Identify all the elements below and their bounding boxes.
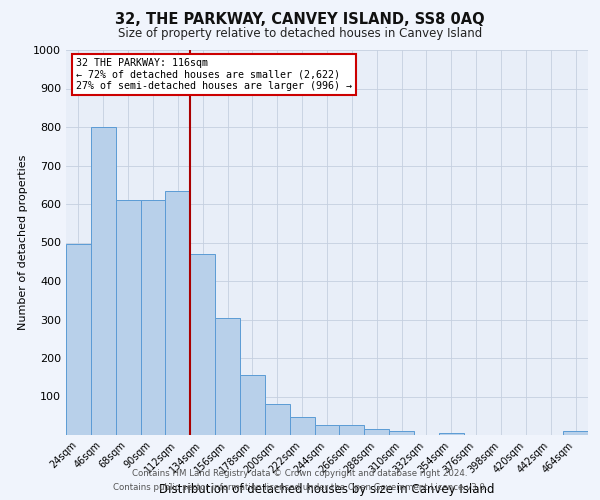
Bar: [66, 244, 91, 435]
Bar: [439, 433, 464, 435]
X-axis label: Distribution of detached houses by size in Canvey Island: Distribution of detached houses by size …: [159, 483, 495, 496]
Bar: [240, 376, 265, 435]
Bar: [290, 417, 314, 435]
Bar: [265, 404, 290, 435]
Bar: [364, 429, 389, 435]
Bar: [314, 426, 340, 435]
Bar: [340, 426, 364, 435]
Bar: [389, 431, 414, 435]
Bar: [140, 200, 166, 435]
Text: Contains public sector information licensed under the Open Government Licence v3: Contains public sector information licen…: [113, 484, 487, 492]
Bar: [116, 200, 140, 435]
Text: 32 THE PARKWAY: 116sqm
← 72% of detached houses are smaller (2,622)
27% of semi-: 32 THE PARKWAY: 116sqm ← 72% of detached…: [76, 58, 352, 91]
Text: Size of property relative to detached houses in Canvey Island: Size of property relative to detached ho…: [118, 28, 482, 40]
Bar: [563, 431, 588, 435]
Bar: [215, 318, 240, 435]
Bar: [190, 254, 215, 435]
Y-axis label: Number of detached properties: Number of detached properties: [17, 155, 28, 330]
Text: 32, THE PARKWAY, CANVEY ISLAND, SS8 0AQ: 32, THE PARKWAY, CANVEY ISLAND, SS8 0AQ: [115, 12, 485, 28]
Bar: [166, 190, 190, 435]
Text: Contains HM Land Registry data © Crown copyright and database right 2024.: Contains HM Land Registry data © Crown c…: [132, 468, 468, 477]
Bar: [91, 127, 116, 435]
